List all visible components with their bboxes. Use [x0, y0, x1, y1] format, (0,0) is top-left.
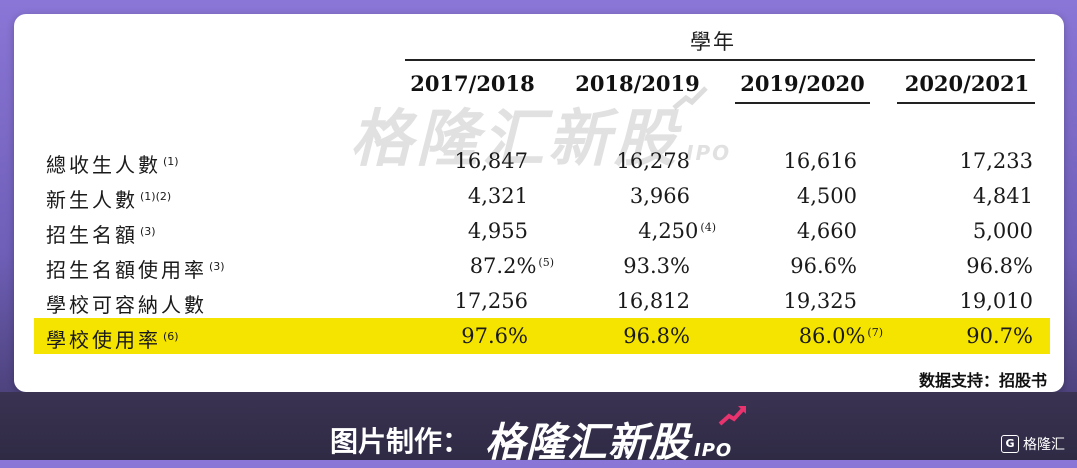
column-rule	[735, 102, 870, 104]
cell-value: 4,321	[467, 184, 528, 208]
footer-bar	[0, 392, 1077, 460]
column-rule	[897, 102, 1035, 104]
column-header: 2018/2019	[575, 71, 700, 96]
row-label-text: 學校可容納人數	[46, 293, 207, 317]
table-cell: 16,616	[784, 149, 857, 173]
footer-logo: 格隆汇新股 IPO	[485, 410, 732, 468]
table-cell: 96.6%	[790, 254, 857, 278]
row-label-text: 總收生人數	[46, 153, 161, 177]
table-cell: 97.6%	[461, 324, 528, 348]
cell-value: 93.3%	[623, 254, 690, 278]
table-cell: 4,660	[797, 219, 857, 243]
row-label: 招生名額 (3)	[46, 219, 156, 248]
footer-logo-text: 格隆汇新股	[485, 420, 690, 466]
row-label: 新生人數 (1)(2)	[46, 184, 171, 213]
cell-value: 4,250	[638, 219, 699, 243]
cell-value: 86.0%	[798, 324, 866, 348]
column-header: 2020/2021	[904, 71, 1030, 96]
cell-value: 4,660	[796, 219, 857, 243]
table-cell: 96.8%	[623, 324, 690, 348]
row-footnote: (1)(2)	[140, 190, 172, 203]
cell-value: 16,812	[616, 289, 690, 313]
group-header-rule	[405, 59, 1035, 61]
highlight-row	[34, 318, 1050, 354]
cell-value: 87.2%	[469, 254, 537, 278]
row-footnote: (6)	[163, 330, 179, 343]
table-cell: 90.7%	[966, 324, 1033, 348]
table-cell: 19,010	[960, 289, 1033, 313]
corner-logo-icon: G	[1001, 435, 1019, 453]
cell-value: 90.7%	[966, 324, 1033, 348]
table-cell: 16,278	[617, 149, 690, 173]
cell-value: 17,233	[959, 149, 1033, 173]
table-cell: 5,000	[973, 219, 1033, 243]
source-note: 数据支持：招股书	[918, 371, 1047, 390]
table-cell: 4,500	[797, 184, 857, 208]
trend-arrow-icon	[718, 406, 746, 426]
row-label: 學校可容納人數	[46, 289, 207, 318]
column-header: 2019/2020	[740, 71, 865, 96]
cell-value: 16,616	[783, 149, 857, 173]
table-cell: 17,233	[960, 149, 1033, 173]
table-cell: 93.3%	[623, 254, 690, 278]
row-label-text: 新生人數	[46, 188, 138, 212]
row-label-text: 學校使用率	[46, 328, 161, 352]
row-footnote: (3)	[140, 225, 156, 238]
table-cell: 4,955	[468, 219, 528, 243]
row-label-text: 招生名額使用率	[46, 258, 207, 282]
group-header: 學年	[690, 30, 736, 54]
cell-value: 16,847	[454, 149, 528, 173]
table-cell: 3,966	[630, 184, 690, 208]
cell-value: 4,955	[467, 219, 528, 243]
cell-value: 96.8%	[966, 254, 1033, 278]
cell-value: 19,010	[959, 289, 1033, 313]
footer-logo-ipo: IPO	[694, 440, 733, 461]
row-footnote: (1)	[163, 155, 179, 168]
row-label: 學校使用率 (6)	[46, 324, 179, 353]
table-cell: 96.8%	[966, 254, 1033, 278]
cell-footnote: (5)	[538, 256, 554, 269]
corner-logo-text: 格隆汇	[1023, 437, 1065, 453]
table-cell: 16,847	[455, 149, 528, 173]
corner-logo: G 格隆汇	[1001, 434, 1065, 454]
table-cell: 4,321	[468, 184, 528, 208]
cell-value: 4,841	[972, 184, 1033, 208]
table-cell: 17,256	[455, 289, 528, 313]
cell-value: 4,500	[796, 184, 857, 208]
cell-value: 17,256	[454, 289, 528, 313]
footer-caption: 图片制作：	[330, 425, 471, 458]
row-footnote: (3)	[209, 260, 225, 273]
cell-value: 97.6%	[461, 324, 528, 348]
cell-value: 19,325	[783, 289, 857, 313]
table-cell: 16,812	[617, 289, 690, 313]
table-cell: 4,841	[973, 184, 1033, 208]
table-cell: 86.0% (7)	[799, 324, 883, 348]
cell-value: 16,278	[616, 149, 690, 173]
cell-value: 96.8%	[623, 324, 690, 348]
row-label-text: 招生名額	[46, 223, 138, 247]
table-cell: 87.2% (5)	[470, 254, 554, 278]
cell-value: 5,000	[972, 219, 1033, 243]
table-cell: 19,325	[784, 289, 857, 313]
table-cell: 4,250 (4)	[638, 219, 716, 243]
cell-value: 96.6%	[790, 254, 857, 278]
row-label: 招生名額使用率 (3)	[46, 254, 225, 283]
cell-value: 3,966	[629, 184, 690, 208]
column-header: 2017/2018	[410, 71, 535, 96]
cell-footnote: (4)	[700, 221, 716, 234]
row-label: 總收生人數 (1)	[46, 149, 179, 178]
cell-footnote: (7)	[867, 326, 883, 339]
